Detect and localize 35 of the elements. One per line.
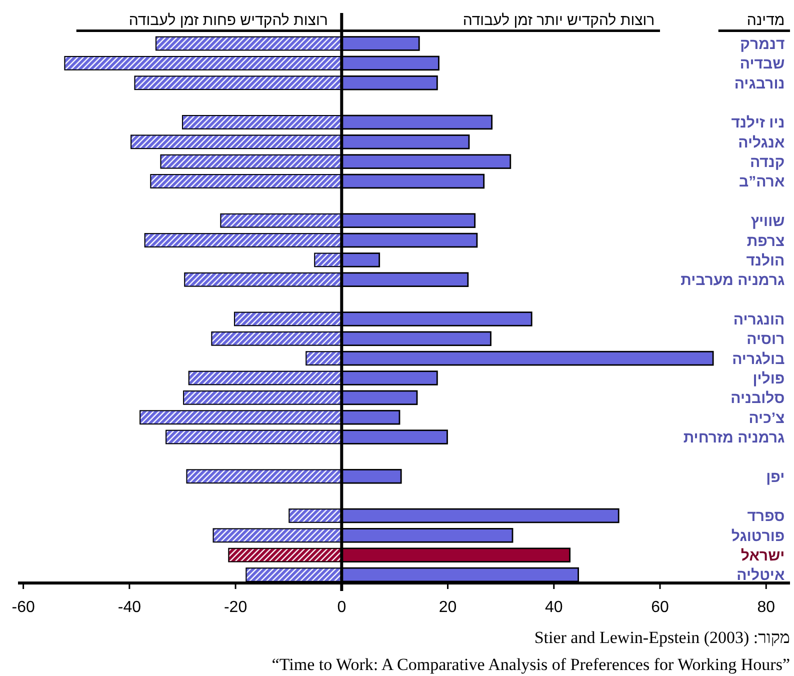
y-tick-label: איטליה — [736, 567, 785, 584]
x-tick-label: -60 — [12, 599, 35, 616]
x-tick-label: 20 — [438, 599, 457, 616]
y-tick-label: בולגריה — [732, 350, 786, 368]
x-tick-label: -40 — [118, 599, 142, 616]
y-tick-label: אנגליה — [738, 134, 785, 152]
y-tick-label: נורבגיה — [734, 75, 785, 92]
text: “Time to Work: A Comparative Analysis of Preferences for Working Hours” — [272, 655, 790, 674]
y-tick-label: גרמניה מערבית — [680, 272, 785, 290]
x-tick-label: -20 — [224, 599, 248, 616]
x-tick-label: 0 — [337, 599, 346, 616]
y-tick-label: ישראל — [740, 548, 785, 565]
y-tick-label: הונגריה — [733, 311, 785, 328]
y-tick-label: פורטוגל — [731, 528, 785, 545]
y-tick-label: סלובניה — [730, 390, 785, 408]
y-tick-label: רוסיה — [746, 331, 785, 348]
y-tick-label: ספרד — [747, 508, 785, 526]
x-tick-label: 40 — [544, 599, 563, 616]
y-tick-label: שבדיה — [740, 56, 785, 73]
x-tick-label: 60 — [651, 599, 670, 616]
y-tick-label: שוויץ — [750, 213, 785, 230]
y-tick-label: צרפת — [746, 232, 785, 250]
y-tick-label: הולנד — [746, 252, 785, 270]
y-axis-title: מדינה — [746, 12, 785, 29]
y-tick-label: גרמניה מזרחית — [683, 430, 785, 447]
y-tick-label: דנמרק — [740, 36, 785, 53]
x-tick-label: 80 — [757, 599, 776, 616]
text: מקור: Stier and Lewin-Epstein (2003) — [534, 628, 790, 647]
y-tick-label: ארה”ב — [739, 174, 785, 191]
y-tick-label: פולין — [752, 370, 785, 388]
series-label: רוצות להקדיש פחות זמן לעבודה — [128, 12, 328, 29]
y-tick-label: קנדה — [750, 154, 785, 172]
y-tick-label: יפן — [766, 468, 785, 486]
y-tick-label: צ’כיה — [748, 410, 785, 427]
y-tick-label: ניו זילנד — [731, 114, 785, 132]
